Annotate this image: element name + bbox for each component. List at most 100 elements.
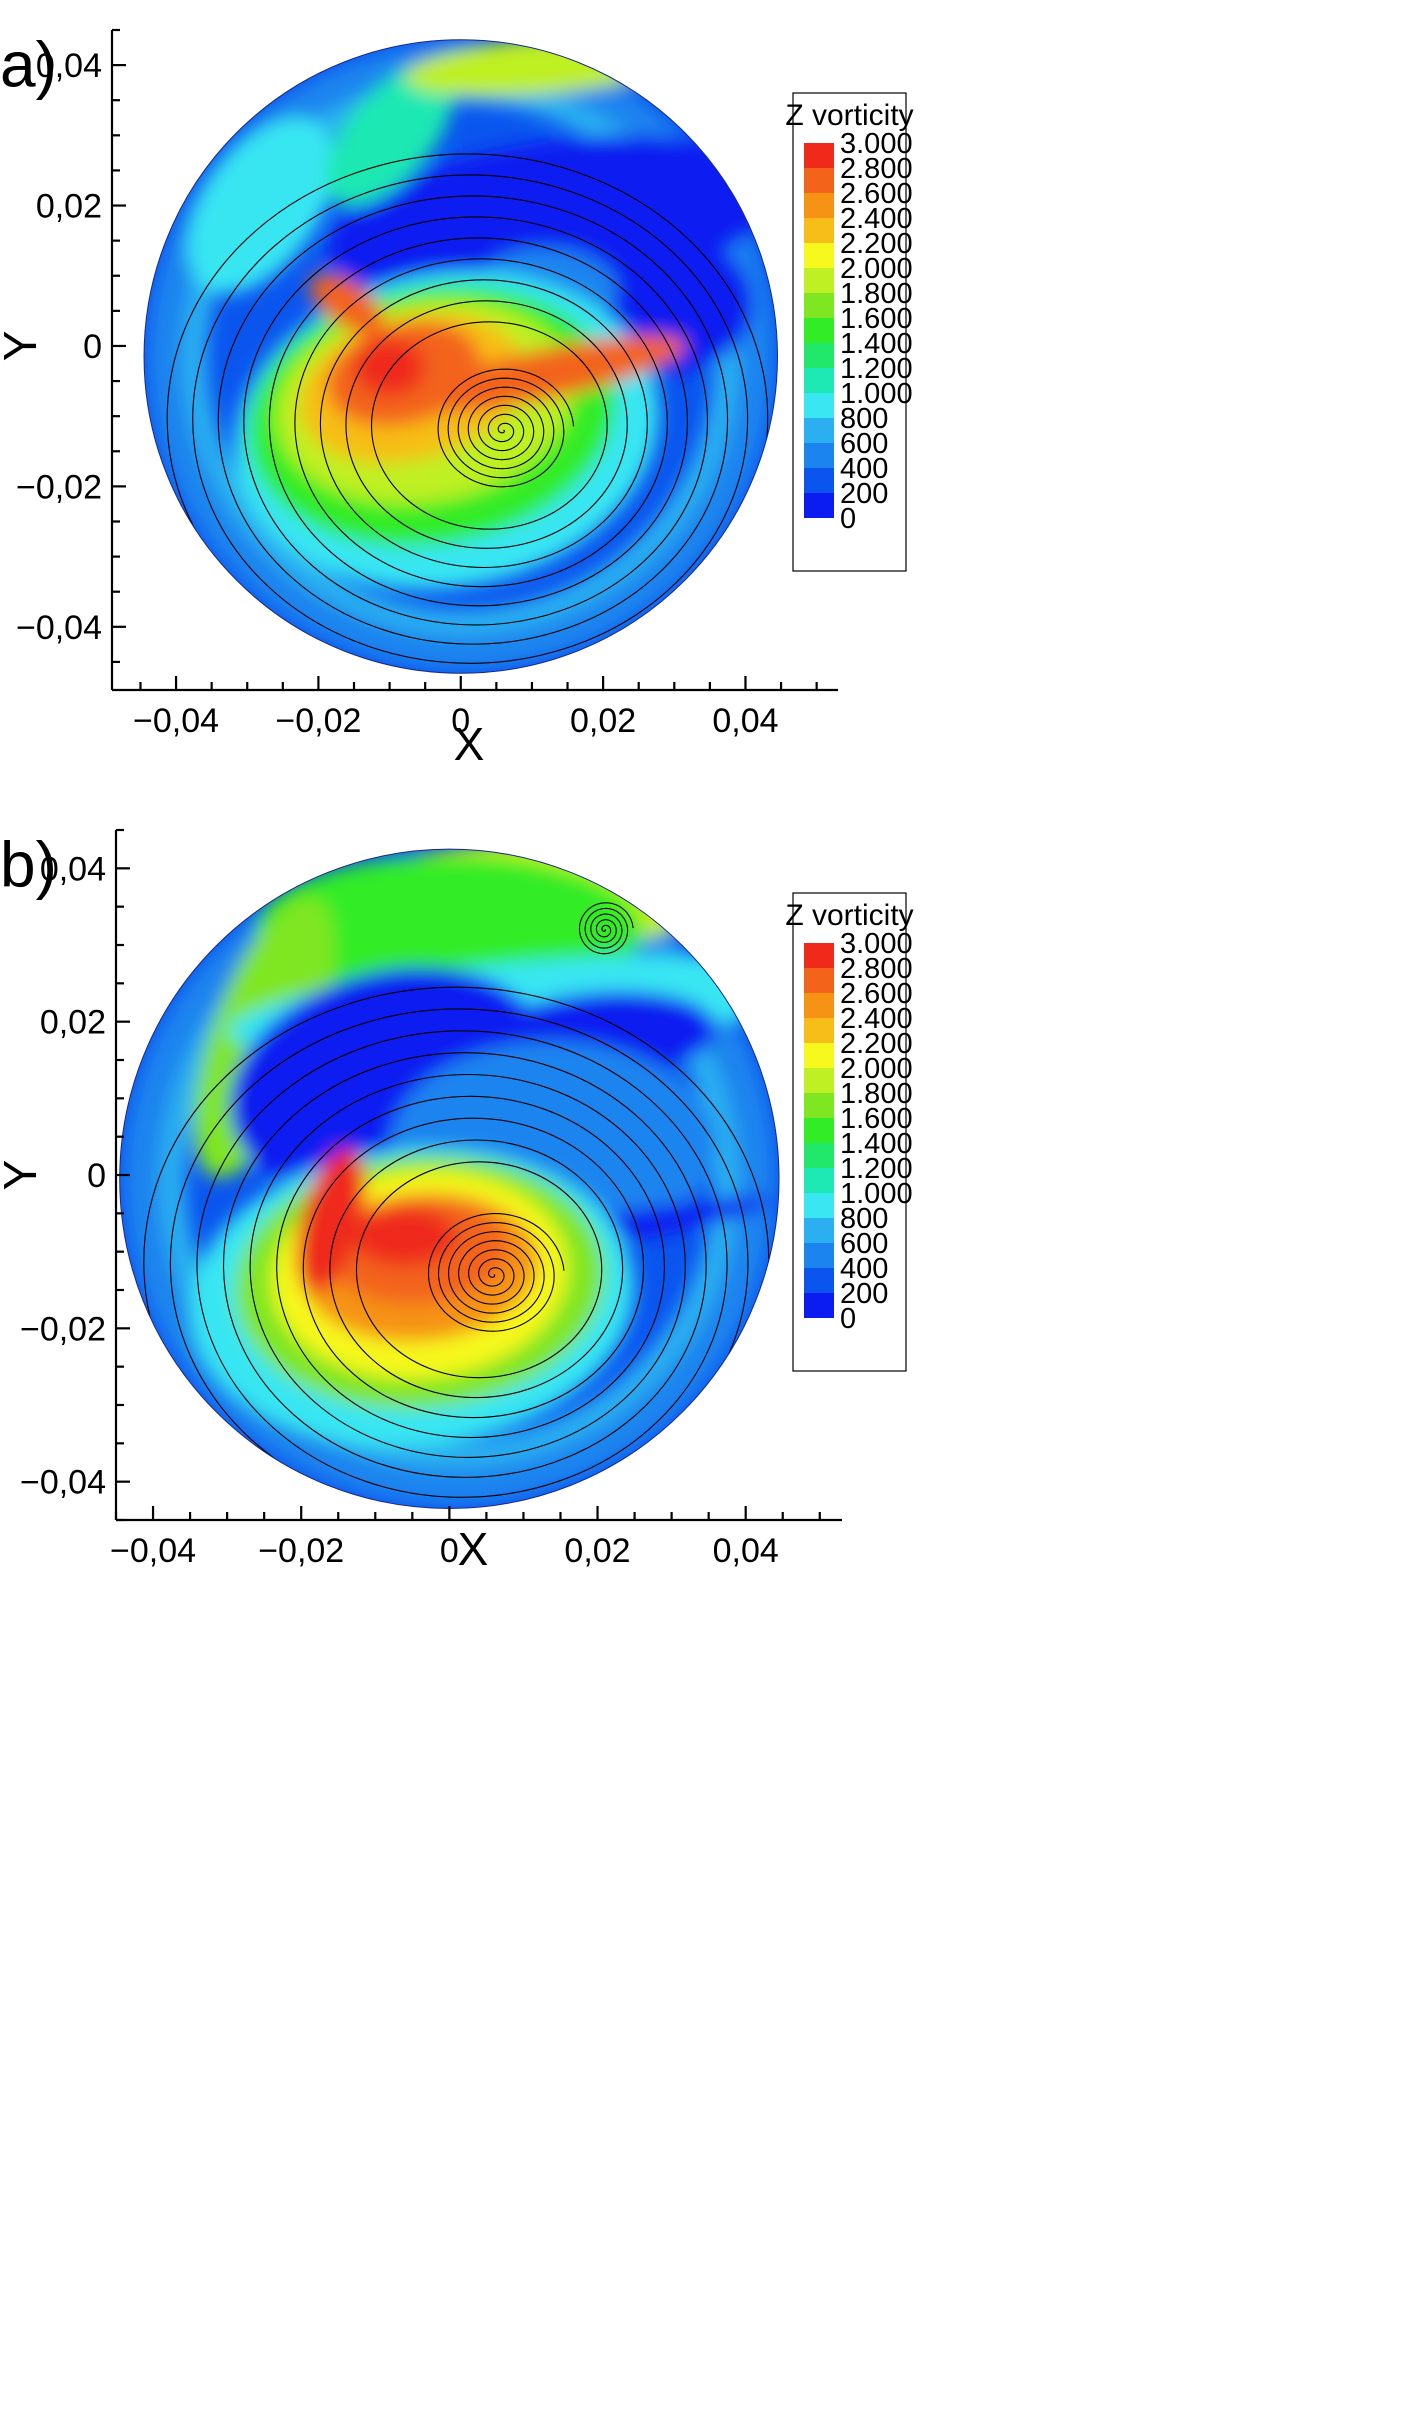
axes <box>114 828 842 1522</box>
contour-region <box>309 273 384 334</box>
legend-label: 1.600 <box>840 1103 913 1135</box>
streamline <box>268 237 688 607</box>
legend-label: 0 <box>840 503 856 535</box>
legend-label: 2.200 <box>840 228 913 260</box>
x-tick-label: 0,02 <box>570 702 636 740</box>
x-axis-title: X <box>454 718 485 770</box>
legend-swatch <box>804 368 834 393</box>
contour-region <box>404 39 689 97</box>
legend-label: 2.400 <box>840 1003 913 1035</box>
contour-region <box>354 338 426 396</box>
legend-label: 400 <box>840 453 888 485</box>
x-tick-label: 0,02 <box>564 1532 630 1570</box>
contour-region <box>325 64 454 207</box>
legend-label: 2.400 <box>840 203 913 235</box>
legend-swatch <box>804 193 834 218</box>
streamline <box>345 300 628 549</box>
panel-label: b) <box>0 828 57 900</box>
x-tick-label: 0,04 <box>712 702 778 740</box>
legend-swatch <box>804 1168 834 1193</box>
y-tick-label: −0,02 <box>20 1310 106 1348</box>
legend-label: 0 <box>840 1303 856 1335</box>
legend-label: 1.200 <box>840 353 913 385</box>
y-axis-title: Y <box>0 1160 46 1191</box>
streamline <box>222 1052 707 1478</box>
x-tick-label: −0,02 <box>258 1532 344 1570</box>
legend-label: 1.600 <box>840 303 913 335</box>
legend-label: 1.400 <box>840 1128 913 1160</box>
streamline <box>294 258 668 588</box>
panel-label: a) <box>0 28 57 100</box>
vorticity-field <box>119 849 780 1509</box>
legend-swatch <box>804 418 834 443</box>
streamline <box>196 1030 728 1498</box>
legend-swatch <box>804 243 834 268</box>
legend: Z vorticity3.0002.8002.6002.4002.2002.00… <box>785 892 914 1372</box>
y-tick-label: 0,02 <box>40 1004 106 1042</box>
legend-swatch <box>804 168 834 193</box>
legend-swatch <box>804 1143 834 1168</box>
y-tick-label: −0,04 <box>20 1464 106 1502</box>
legend-swatch <box>804 1068 834 1093</box>
legend-title: Z vorticity <box>785 899 913 932</box>
legend-label: 200 <box>840 478 888 510</box>
legend-swatch <box>804 443 834 468</box>
legend-label: 400 <box>840 1253 888 1285</box>
contour-region <box>406 335 686 413</box>
streamline <box>217 195 729 645</box>
contour-region <box>353 1206 457 1266</box>
legend-title: Z vorticity <box>785 99 913 132</box>
vortex-spiral <box>437 368 575 488</box>
streamline <box>243 216 709 626</box>
legend-swatch <box>804 468 834 493</box>
legend-label: 2.800 <box>840 153 913 185</box>
domain-boundary <box>143 39 778 674</box>
x-tick-label: 0,04 <box>713 1532 779 1570</box>
legend-label: 600 <box>840 1228 888 1260</box>
x-tick-label: −0,04 <box>133 702 219 740</box>
legend-label: 800 <box>840 1203 888 1235</box>
legend-swatch <box>804 1193 834 1218</box>
y-tick-label: −0,04 <box>16 609 102 647</box>
y-axis-title: Y <box>0 331 46 362</box>
vortex-spiral <box>427 1213 565 1332</box>
streamline <box>166 153 769 674</box>
streamline <box>329 1139 624 1399</box>
legend-label: 800 <box>840 403 888 435</box>
secondary-vortex-spiral <box>578 902 634 955</box>
y-tick-label: 0,04 <box>40 850 106 888</box>
legend-label: 2.000 <box>840 253 913 285</box>
legend-swatch <box>804 1218 834 1243</box>
legend-swatch <box>804 1018 834 1043</box>
legend-label: 2.000 <box>840 1053 913 1085</box>
streamline <box>276 1095 665 1439</box>
x-tick-label: 0 <box>440 1532 459 1570</box>
streamline <box>319 279 648 569</box>
legend-swatch <box>804 1243 834 1268</box>
chart-panel-b: b) −0,04 −0,02 0 0,02 0,04 0,04 0,02 0 −0,02 −0,04… <box>0 828 914 1575</box>
chart-panel-a: a) −0,04 −0,02 0 0,02 0,04 0,04 0,02 0 −0,02 −0,04… <box>0 28 914 770</box>
legend-label: 1.000 <box>840 1178 913 1210</box>
legend-label: 3.000 <box>840 928 913 960</box>
streamlines <box>166 153 769 674</box>
legend-label: 3.000 <box>840 128 913 160</box>
streamline <box>370 321 608 530</box>
legend-swatch <box>804 968 834 993</box>
streamline <box>192 174 749 664</box>
contour-region <box>187 117 336 294</box>
legend-swatch <box>804 1043 834 1068</box>
legend-label: 1.800 <box>840 1078 913 1110</box>
legend-label: 2.600 <box>840 178 913 210</box>
legend-swatch <box>804 1293 834 1318</box>
legend-swatch <box>804 993 834 1018</box>
legend-swatch <box>804 343 834 368</box>
legend-swatch <box>804 493 834 518</box>
legend-swatch <box>804 943 834 968</box>
legend-label: 600 <box>840 428 888 460</box>
legend-swatch <box>804 1118 834 1143</box>
legend-swatch <box>804 1268 834 1293</box>
vorticity-contours <box>147 39 778 671</box>
y-tick-label: −0,02 <box>16 468 102 506</box>
legend-label: 2.600 <box>840 978 913 1010</box>
